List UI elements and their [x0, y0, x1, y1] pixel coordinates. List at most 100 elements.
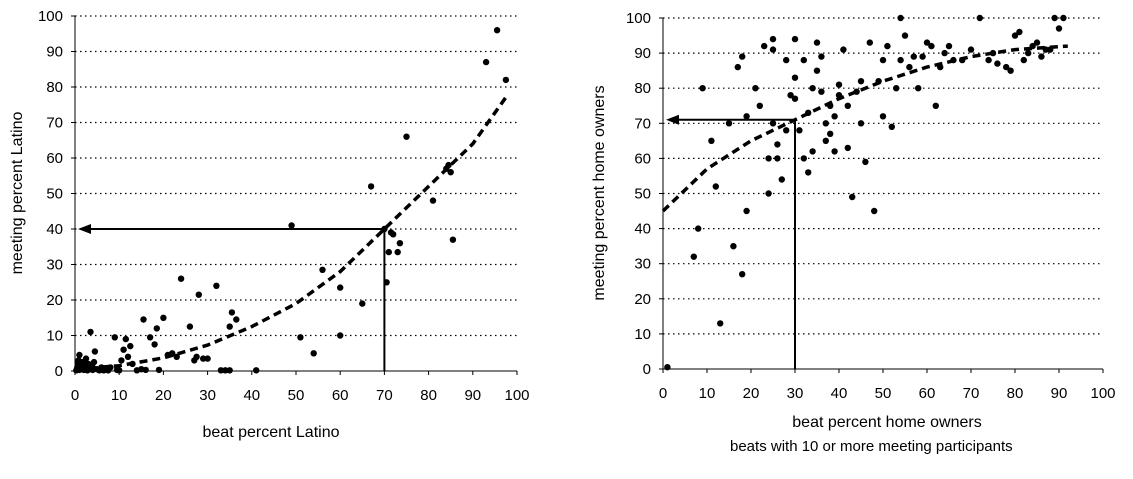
- data-point: [813, 67, 821, 74]
- x-tick-label: 20: [743, 385, 760, 402]
- data-point: [959, 56, 966, 64]
- x-tick-label: 60: [332, 387, 349, 404]
- data-point: [1047, 46, 1054, 53]
- x-tick-label: 100: [1090, 385, 1115, 402]
- data-point: [831, 113, 838, 120]
- y-tick-label: 20: [46, 292, 63, 309]
- data-point: [337, 284, 344, 291]
- x-tick-label: 10: [699, 385, 716, 402]
- data-point: [169, 350, 176, 357]
- data-point: [91, 348, 99, 355]
- data-point: [142, 366, 149, 374]
- data-point: [800, 155, 807, 162]
- data-point: [217, 367, 225, 374]
- data-point: [319, 266, 326, 273]
- data-point: [385, 248, 392, 256]
- y-tick-label: 0: [55, 363, 63, 380]
- data-point: [897, 56, 904, 64]
- data-point: [116, 367, 123, 374]
- data-point: [493, 27, 501, 34]
- data-point: [367, 183, 375, 190]
- data-point: [915, 85, 922, 92]
- guide-arrowhead: [666, 114, 679, 125]
- data-point: [871, 207, 878, 215]
- x-tick-label: 80: [420, 387, 437, 404]
- data-point: [835, 92, 843, 99]
- data-point: [1011, 32, 1019, 39]
- y-tick-label: 100: [626, 10, 651, 27]
- data-point: [445, 161, 452, 169]
- data-point: [396, 240, 404, 247]
- data-point: [124, 353, 132, 360]
- data-point: [761, 42, 768, 50]
- data-point: [765, 190, 772, 197]
- data-point: [897, 14, 904, 22]
- y-tick-label: 30: [634, 256, 651, 273]
- data-point: [90, 358, 98, 366]
- data-point: [253, 367, 260, 374]
- data-point: [937, 63, 944, 71]
- data-point: [712, 183, 719, 190]
- data-point: [857, 120, 865, 127]
- data-point: [140, 316, 147, 323]
- data-point: [932, 102, 939, 110]
- data-point: [774, 155, 781, 162]
- data-point: [127, 342, 134, 350]
- data-point: [122, 335, 129, 343]
- y-tick-label: 0: [643, 361, 651, 378]
- data-point: [200, 355, 207, 362]
- x-tick-label: 90: [1051, 385, 1068, 402]
- y-tick-label: 100: [38, 8, 63, 25]
- data-point: [359, 300, 366, 307]
- data-point: [783, 56, 790, 64]
- data-point: [791, 74, 799, 81]
- data-point: [226, 367, 233, 374]
- y-tick-label: 10: [634, 326, 651, 343]
- data-point: [1042, 46, 1050, 53]
- y-tick-label: 60: [46, 150, 63, 167]
- data-point: [778, 176, 785, 183]
- trendline: [74, 93, 510, 371]
- x-tick-label: 30: [199, 387, 216, 404]
- x-axis-label: beat percent home owners: [792, 414, 981, 431]
- data-point: [743, 207, 750, 215]
- data-point: [1029, 42, 1036, 50]
- data-point: [769, 46, 777, 53]
- y-axis-label: meeting percent Latino: [9, 112, 26, 275]
- x-tick-label: 60: [919, 385, 936, 402]
- data-point: [226, 323, 233, 330]
- data-point: [213, 282, 220, 289]
- data-point: [160, 314, 167, 321]
- data-point: [297, 334, 304, 341]
- data-point: [822, 137, 829, 144]
- data-point: [818, 88, 825, 95]
- x-tick-label: 20: [155, 387, 172, 404]
- data-point: [857, 78, 865, 85]
- data-point: [717, 320, 724, 327]
- data-point: [831, 148, 838, 155]
- data-point: [155, 366, 163, 374]
- data-point: [796, 127, 803, 134]
- data-point: [146, 334, 154, 341]
- data-point: [699, 85, 706, 92]
- data-point: [787, 92, 794, 99]
- data-point: [844, 102, 851, 110]
- data-point: [725, 120, 733, 127]
- data-point: [809, 148, 816, 155]
- data-point: [502, 76, 510, 84]
- data-point: [844, 144, 851, 152]
- data-point: [862, 158, 869, 166]
- x-tick-label: 0: [659, 385, 667, 402]
- data-point: [809, 85, 816, 92]
- data-point: [449, 236, 457, 243]
- trendline: [661, 44, 1068, 213]
- data-point: [195, 291, 202, 298]
- x-tick-label: 40: [831, 385, 848, 402]
- data-point: [884, 42, 891, 50]
- data-point: [1003, 63, 1010, 71]
- data-point: [87, 328, 94, 336]
- data-point: [394, 248, 401, 256]
- data-point: [853, 88, 860, 95]
- data-point: [120, 346, 127, 353]
